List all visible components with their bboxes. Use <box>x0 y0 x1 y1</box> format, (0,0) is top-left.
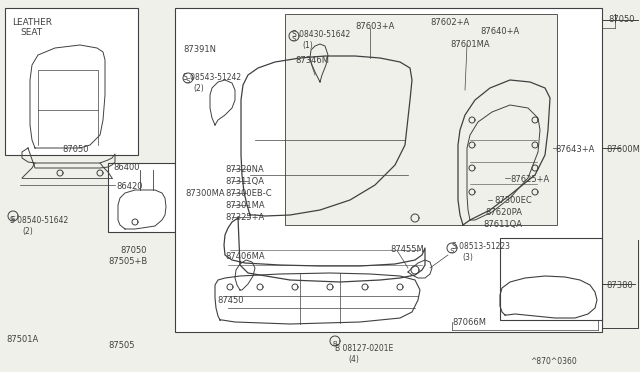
Text: 87505: 87505 <box>108 341 134 350</box>
Text: S: S <box>292 36 296 42</box>
Text: (2): (2) <box>22 227 33 236</box>
Text: 87406MA: 87406MA <box>225 252 264 261</box>
Text: 87300EC: 87300EC <box>494 196 532 205</box>
Text: 87311QA: 87311QA <box>225 177 264 186</box>
Text: S 08540-51642: S 08540-51642 <box>10 216 68 225</box>
Text: S 08543-51242: S 08543-51242 <box>183 73 241 82</box>
Bar <box>5 8 138 155</box>
Text: S: S <box>11 216 15 222</box>
Text: 87601MA: 87601MA <box>450 40 490 49</box>
Text: 86420: 86420 <box>116 182 143 191</box>
Text: 87620PA: 87620PA <box>485 208 522 217</box>
Text: SEAT: SEAT <box>20 28 42 37</box>
Text: 87611QA: 87611QA <box>483 220 522 229</box>
Text: 87450: 87450 <box>217 296 243 305</box>
Bar <box>500 238 602 320</box>
Text: 87050: 87050 <box>120 246 147 255</box>
Text: 87505+B: 87505+B <box>108 257 147 266</box>
Text: ^870^0360: ^870^0360 <box>530 357 577 366</box>
Text: 87050: 87050 <box>608 15 634 24</box>
Text: S 08513-51223: S 08513-51223 <box>452 242 510 251</box>
Text: B: B <box>333 341 337 347</box>
Text: 87600MA: 87600MA <box>606 145 640 154</box>
Text: S: S <box>186 78 190 84</box>
Text: 87066M: 87066M <box>452 318 486 327</box>
Text: 87625+A: 87625+A <box>510 175 549 184</box>
Text: 87325+A: 87325+A <box>225 213 264 222</box>
Text: 87380: 87380 <box>606 281 633 290</box>
Text: 87455M: 87455M <box>390 245 424 254</box>
Text: S: S <box>450 248 454 254</box>
Text: 87643+A: 87643+A <box>555 145 595 154</box>
Text: 87602+A: 87602+A <box>430 18 469 27</box>
Text: LEATHER: LEATHER <box>12 18 52 27</box>
Text: (2): (2) <box>193 84 204 93</box>
Text: 87320NA: 87320NA <box>225 165 264 174</box>
Text: 87300EB-C: 87300EB-C <box>225 189 271 198</box>
Text: 87301MA: 87301MA <box>225 201 264 210</box>
Text: (1): (1) <box>302 41 313 50</box>
Bar <box>285 14 557 225</box>
Text: 87300MA: 87300MA <box>185 189 225 198</box>
Text: (4): (4) <box>348 355 359 364</box>
Text: 87501A: 87501A <box>6 335 38 344</box>
Bar <box>108 163 175 232</box>
Text: 87640+A: 87640+A <box>480 27 519 36</box>
Text: 87391N: 87391N <box>183 45 216 54</box>
Text: 87603+A: 87603+A <box>355 22 394 31</box>
Text: (3): (3) <box>462 253 473 262</box>
Text: S 08430-51642: S 08430-51642 <box>292 30 350 39</box>
Text: B 08127-0201E: B 08127-0201E <box>335 344 393 353</box>
Text: 87346M: 87346M <box>295 56 329 65</box>
Text: 86400: 86400 <box>113 163 140 172</box>
Bar <box>175 8 602 332</box>
Text: 87050: 87050 <box>62 145 88 154</box>
